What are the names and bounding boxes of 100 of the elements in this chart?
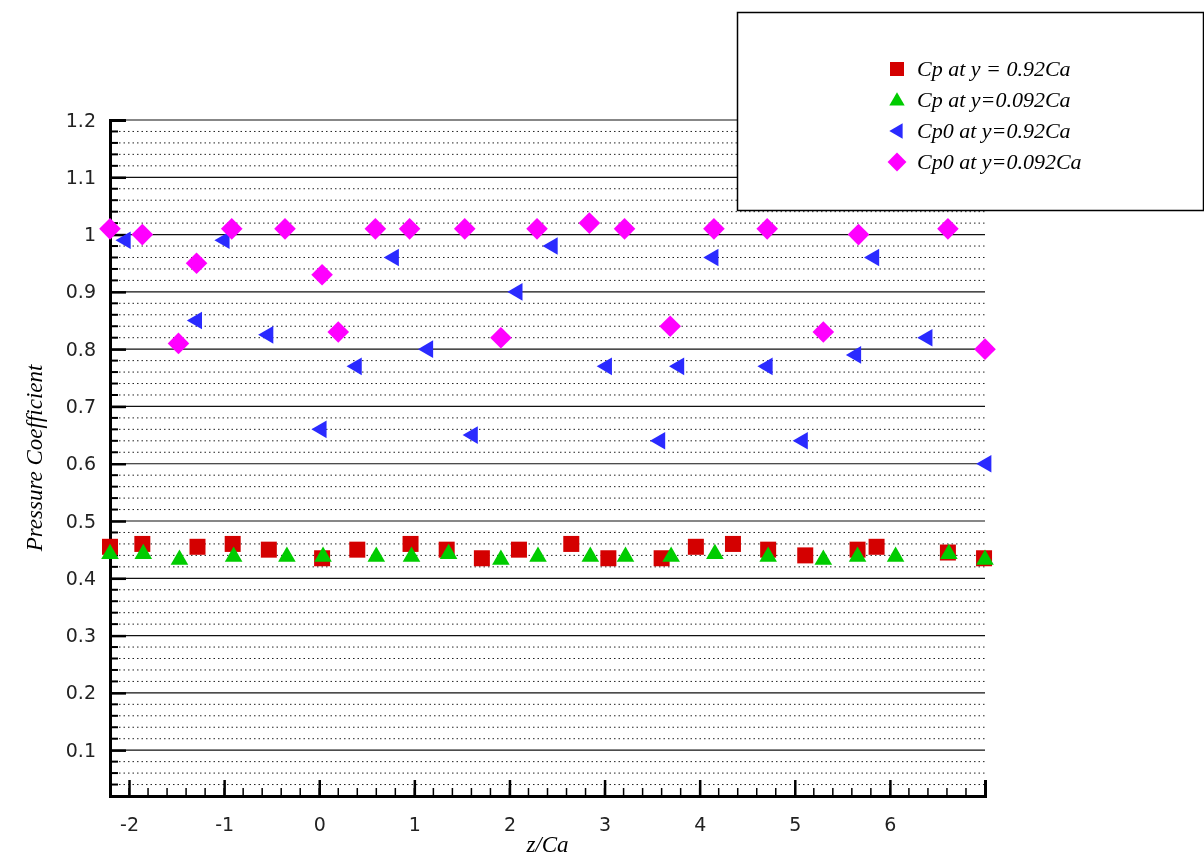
point xyxy=(462,426,478,444)
point xyxy=(170,549,189,565)
x-tick-label: 4 xyxy=(694,813,707,836)
point xyxy=(847,223,870,246)
x-tick-label: -1 xyxy=(215,813,235,836)
y-tick-label: 0.4 xyxy=(65,566,96,589)
legend-label: Cp at y = 0.92Ca xyxy=(917,56,1071,81)
point xyxy=(453,218,476,240)
point xyxy=(220,218,243,240)
y-tick-label: 0.8 xyxy=(65,337,96,360)
point xyxy=(131,223,154,246)
y-tick-label: 1.1 xyxy=(65,165,96,188)
point xyxy=(383,248,399,267)
point xyxy=(314,546,332,562)
point xyxy=(814,549,833,565)
legend-label: Cp at y=0.092Ca xyxy=(917,87,1071,112)
point xyxy=(185,252,208,275)
point xyxy=(278,546,296,562)
point xyxy=(367,546,386,562)
x-tick-label: 5 xyxy=(789,813,802,836)
point xyxy=(886,546,905,562)
point xyxy=(134,543,153,559)
point xyxy=(703,248,719,267)
point xyxy=(311,420,327,439)
point xyxy=(224,546,243,562)
point xyxy=(706,543,724,559)
point xyxy=(578,212,601,234)
legend-label: Cp0 at y=0.92Ca xyxy=(917,118,1071,143)
point xyxy=(563,535,580,552)
y-tick-label: 0.3 xyxy=(65,624,96,647)
point xyxy=(848,546,867,562)
point xyxy=(492,549,510,565)
point xyxy=(797,547,814,564)
x-axis-title: z/Ca xyxy=(525,832,569,857)
x-tick-label: -2 xyxy=(120,813,139,836)
point xyxy=(364,218,387,240)
x-tick-label: 1 xyxy=(408,813,421,836)
point xyxy=(868,538,885,555)
point xyxy=(402,546,421,562)
point xyxy=(687,538,704,555)
x-tick-label: 2 xyxy=(503,813,516,836)
point xyxy=(863,248,880,267)
point xyxy=(507,283,523,301)
point xyxy=(703,218,725,240)
point xyxy=(542,237,558,255)
point xyxy=(260,541,277,558)
point xyxy=(349,541,366,558)
legend-label: Cp0 at y=0.092Ca xyxy=(917,149,1082,174)
y-tick-label: 0.9 xyxy=(65,280,96,303)
point xyxy=(311,263,333,286)
x-tick-label: 0 xyxy=(313,813,326,836)
point xyxy=(649,432,666,450)
point xyxy=(402,535,419,552)
point xyxy=(757,357,773,376)
y-tick-label: 1.2 xyxy=(65,108,96,131)
point xyxy=(759,546,777,562)
point xyxy=(976,454,992,473)
point xyxy=(756,218,778,240)
point xyxy=(258,326,274,344)
point xyxy=(417,340,434,358)
point xyxy=(398,218,421,240)
x-tick-label: 6 xyxy=(884,813,897,836)
point xyxy=(529,546,547,562)
point xyxy=(490,326,512,349)
point xyxy=(845,346,862,364)
point xyxy=(600,550,617,567)
point xyxy=(346,357,362,376)
y-tick-label: 0.7 xyxy=(65,395,96,418)
point xyxy=(974,338,996,360)
point xyxy=(214,231,230,250)
y-tick-label: 0.1 xyxy=(65,738,96,761)
point xyxy=(526,218,548,240)
point xyxy=(274,218,296,240)
y-tick-label: 0.6 xyxy=(65,452,96,475)
point xyxy=(473,550,490,567)
point xyxy=(115,231,131,250)
point xyxy=(186,311,202,330)
point xyxy=(510,541,527,558)
point xyxy=(167,332,190,355)
y-axis-title: Pressure Coefficient xyxy=(22,364,47,553)
point xyxy=(812,321,835,343)
point xyxy=(189,538,206,555)
y-tick-label: 0.5 xyxy=(65,509,96,532)
point xyxy=(327,321,350,343)
point xyxy=(937,218,959,240)
point xyxy=(101,543,119,559)
point xyxy=(792,432,808,450)
point xyxy=(659,315,681,338)
point xyxy=(724,535,741,552)
y-tick-label: 0.2 xyxy=(65,681,96,704)
point xyxy=(669,357,685,376)
point xyxy=(581,546,600,562)
point xyxy=(596,357,612,376)
point xyxy=(99,218,121,240)
y-tick-label: 1 xyxy=(83,223,96,246)
point xyxy=(662,546,680,562)
x-tick-label: 3 xyxy=(599,813,612,836)
point xyxy=(917,328,933,347)
point xyxy=(616,546,635,562)
point xyxy=(224,535,241,552)
